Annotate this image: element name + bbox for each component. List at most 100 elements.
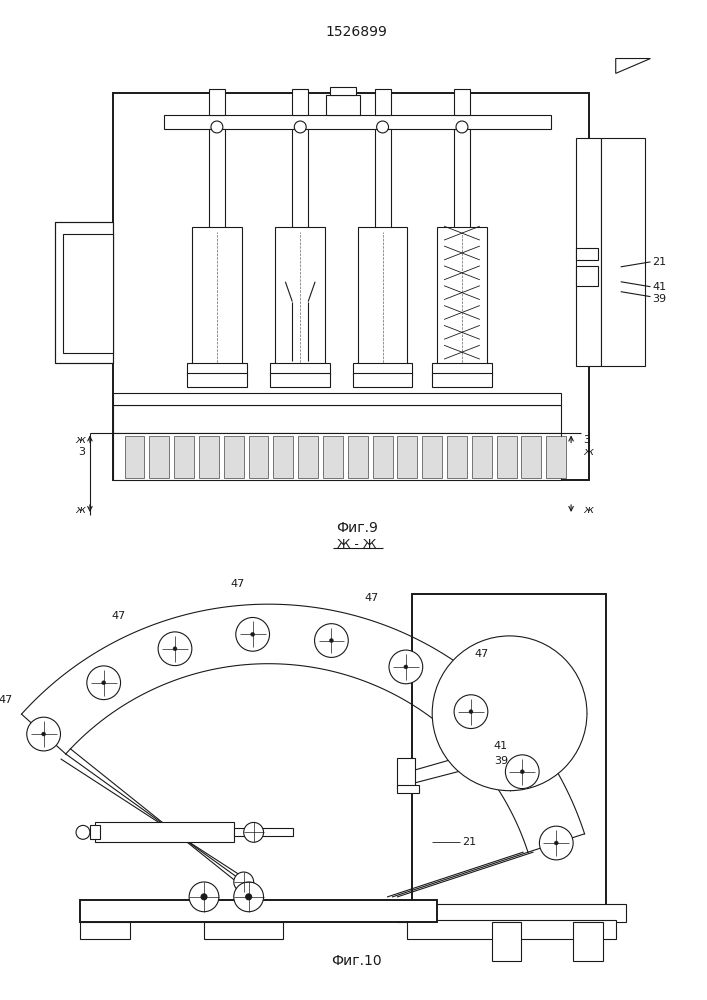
Text: 1526899: 1526899 bbox=[326, 25, 387, 39]
Circle shape bbox=[102, 681, 105, 685]
Circle shape bbox=[251, 632, 255, 636]
Circle shape bbox=[42, 732, 46, 736]
Text: 21: 21 bbox=[462, 837, 476, 847]
Bar bbox=[112, 433, 561, 480]
Bar bbox=[323, 436, 343, 478]
Bar bbox=[192, 227, 242, 369]
Bar bbox=[497, 436, 517, 478]
Polygon shape bbox=[616, 59, 650, 73]
Bar bbox=[271, 363, 330, 375]
Circle shape bbox=[506, 755, 539, 789]
Circle shape bbox=[234, 882, 264, 912]
Circle shape bbox=[315, 624, 349, 657]
Circle shape bbox=[456, 121, 468, 133]
Bar bbox=[204, 922, 284, 939]
Bar bbox=[149, 436, 169, 478]
Bar bbox=[576, 266, 598, 286]
Bar bbox=[95, 822, 234, 842]
Bar bbox=[80, 900, 437, 922]
Bar bbox=[55, 222, 112, 363]
Bar bbox=[576, 138, 601, 366]
Circle shape bbox=[27, 717, 61, 751]
Circle shape bbox=[377, 121, 389, 133]
Bar bbox=[63, 234, 112, 353]
Bar bbox=[326, 95, 360, 115]
Text: 39: 39 bbox=[493, 756, 508, 766]
Bar bbox=[491, 922, 522, 961]
Bar bbox=[271, 373, 330, 387]
Circle shape bbox=[87, 666, 121, 700]
Bar bbox=[397, 758, 415, 788]
Circle shape bbox=[201, 894, 207, 900]
Circle shape bbox=[539, 826, 573, 860]
Circle shape bbox=[173, 647, 177, 651]
Bar bbox=[547, 436, 566, 478]
Bar bbox=[407, 920, 616, 939]
Circle shape bbox=[329, 639, 334, 643]
Circle shape bbox=[520, 770, 525, 774]
Circle shape bbox=[244, 822, 264, 842]
Circle shape bbox=[76, 825, 90, 839]
Bar bbox=[412, 594, 606, 922]
Bar bbox=[292, 89, 308, 115]
Bar bbox=[330, 87, 356, 95]
Bar bbox=[422, 436, 442, 478]
Bar bbox=[348, 436, 368, 478]
Bar bbox=[454, 89, 470, 115]
Bar bbox=[522, 436, 542, 478]
Text: 47: 47 bbox=[0, 695, 13, 705]
Bar bbox=[234, 828, 293, 836]
Bar bbox=[353, 373, 412, 387]
Bar bbox=[274, 436, 293, 478]
Circle shape bbox=[294, 121, 306, 133]
Bar bbox=[298, 436, 318, 478]
Text: 3: 3 bbox=[583, 435, 590, 445]
Bar bbox=[432, 373, 491, 387]
Bar bbox=[187, 373, 247, 387]
Text: 21: 21 bbox=[653, 257, 667, 267]
Circle shape bbox=[158, 632, 192, 666]
Text: Фиг.10: Фиг.10 bbox=[332, 954, 382, 968]
Text: 39: 39 bbox=[653, 294, 667, 304]
Circle shape bbox=[404, 665, 408, 669]
Text: 47: 47 bbox=[474, 649, 489, 659]
Bar bbox=[112, 393, 561, 405]
Text: 41: 41 bbox=[493, 741, 508, 751]
Text: 47: 47 bbox=[365, 593, 379, 603]
Bar bbox=[209, 89, 225, 115]
Circle shape bbox=[189, 882, 219, 912]
Circle shape bbox=[432, 636, 587, 791]
Text: ж: ж bbox=[75, 435, 85, 445]
Bar bbox=[224, 436, 244, 478]
Bar bbox=[472, 436, 491, 478]
Bar bbox=[373, 436, 392, 478]
Text: 47: 47 bbox=[230, 579, 245, 589]
Circle shape bbox=[554, 841, 559, 845]
Bar bbox=[454, 129, 470, 232]
Bar bbox=[174, 436, 194, 478]
Circle shape bbox=[245, 894, 252, 900]
Bar bbox=[397, 436, 417, 478]
Text: 47: 47 bbox=[112, 611, 126, 621]
Bar bbox=[447, 436, 467, 478]
Bar bbox=[353, 363, 412, 375]
Bar bbox=[199, 436, 219, 478]
Bar bbox=[249, 436, 269, 478]
Bar bbox=[55, 222, 112, 363]
Circle shape bbox=[236, 617, 269, 651]
Bar bbox=[276, 227, 325, 369]
Bar bbox=[397, 904, 626, 922]
Bar bbox=[437, 227, 486, 369]
Bar bbox=[432, 363, 491, 375]
Circle shape bbox=[469, 710, 473, 714]
Text: ж: ж bbox=[583, 505, 593, 515]
Bar bbox=[601, 138, 645, 366]
Bar bbox=[80, 922, 129, 939]
Bar bbox=[375, 129, 390, 232]
Bar bbox=[358, 227, 407, 369]
Bar bbox=[124, 436, 144, 478]
Circle shape bbox=[211, 121, 223, 133]
Bar bbox=[397, 785, 419, 793]
Text: 3: 3 bbox=[78, 447, 85, 457]
Bar bbox=[90, 825, 100, 839]
